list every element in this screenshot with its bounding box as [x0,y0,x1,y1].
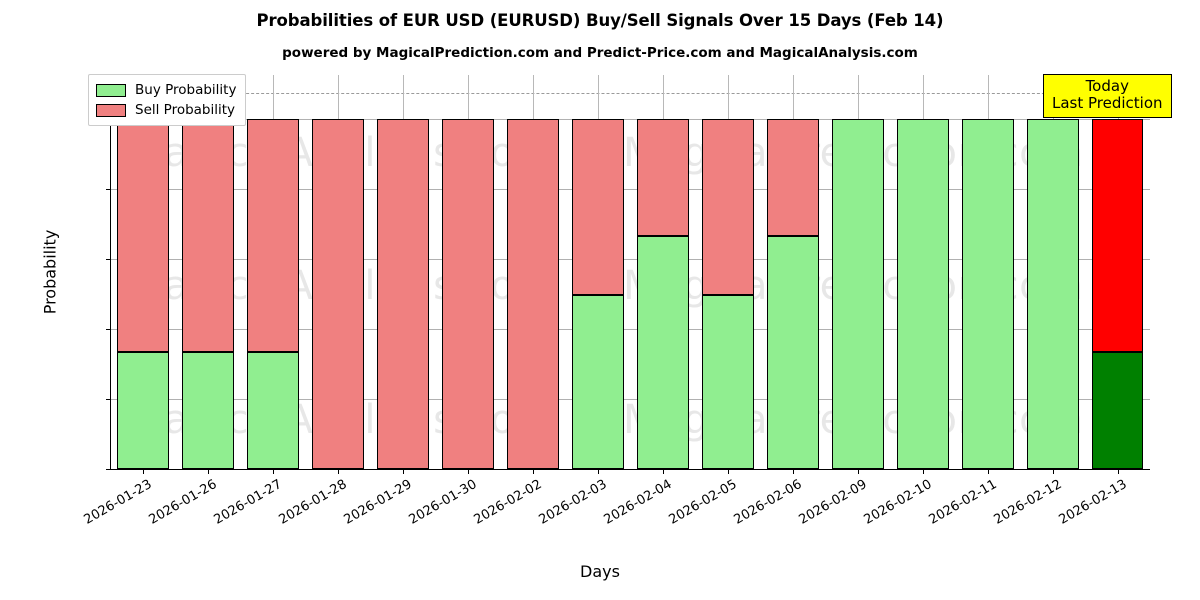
bar-column[interactable] [572,75,624,469]
bar-segment-buy[interactable] [961,118,1014,469]
legend-item-buy: Buy Probability [96,80,236,100]
bar-segment-sell[interactable] [442,118,495,469]
x-tick-mark [792,469,794,474]
chart-legend: Buy Probability Sell Probability [88,74,247,126]
bar-column[interactable] [1026,75,1079,469]
x-tick-mark [338,469,340,474]
x-tick-mark [208,469,210,474]
x-tick-mark [922,469,924,474]
x-tick-mark [273,469,275,474]
bar-column[interactable] [1091,75,1144,469]
bar-column[interactable] [961,75,1014,469]
bar-segment-sell[interactable] [247,118,300,353]
y-gridline [111,398,1150,400]
y-axis-label: Probability [40,229,60,315]
chart-subtitle: powered by MagicalPrediction.com and Pre… [282,45,918,61]
x-tick-mark [662,469,664,474]
bar-segment-sell[interactable] [312,118,365,469]
today-annotation: Today Last Prediction [1043,74,1172,118]
legend-item-sell: Sell Probability [96,100,236,120]
bar-segment-sell[interactable] [701,118,754,295]
today-annotation-line1: Today [1085,77,1129,95]
y-tick-mark [106,258,111,260]
bar-segment-buy[interactable] [896,118,949,469]
y-gridline [111,328,1150,330]
plot-area: Probability MagicalAnalysis.comMagicalAn… [41,75,1150,528]
bar-segment-sell[interactable] [117,118,170,353]
legend-swatch-sell [96,103,126,117]
x-tick-mark [987,469,989,474]
bar-segment-buy[interactable] [766,235,819,469]
today-annotation-line2: Last Prediction [1052,93,1163,112]
chart-title: Probabilities of EUR USD (EURUSD) Buy/Se… [256,11,944,30]
bar-column[interactable] [312,75,365,469]
bar-column[interactable] [896,75,949,469]
y-tick-mark [106,328,111,330]
bar-segment-buy[interactable] [182,352,235,469]
bar-column[interactable] [507,75,560,469]
y-tick-mark [106,188,111,190]
y-tick-mark [106,469,111,470]
bar-segment-buy[interactable] [636,235,689,469]
bar-segment-buy[interactable] [701,294,754,469]
legend-label-sell: Sell Probability [135,102,236,118]
x-tick-mark [727,469,729,474]
bar-column[interactable] [701,75,754,469]
bar-segment-sell[interactable] [636,118,689,236]
bar-column[interactable] [831,75,884,469]
x-tick-mark [403,469,405,474]
bar-segment-buy[interactable] [831,118,884,469]
x-tick-mark [1052,469,1054,474]
bar-column[interactable] [636,75,689,469]
bar-column[interactable] [442,75,495,469]
x-tick-mark [533,469,535,474]
bar-column[interactable] [117,75,170,469]
y-tick-mark [106,398,111,400]
y-gridline [111,118,1150,120]
bar-segment-sell[interactable] [377,118,430,469]
bar-segment-sell[interactable] [182,118,235,353]
bar-segment-buy[interactable] [1026,118,1079,469]
bar-segment-buy[interactable] [1091,352,1144,469]
bar-segment-buy[interactable] [247,352,300,469]
bar-column[interactable] [247,75,300,469]
y-gridline-dashed [111,92,1150,94]
bar-segment-sell[interactable] [1091,118,1144,353]
bar-column[interactable] [182,75,235,469]
x-tick-mark [598,469,600,474]
bar-column[interactable] [766,75,819,469]
plot-inner: MagicalAnalysis.comMagicalAnalysis.comMa… [111,75,1150,469]
x-axis-label: Days [580,562,620,581]
x-tick-mark [857,469,859,474]
legend-swatch-buy [96,83,126,97]
bar-segment-sell[interactable] [766,118,819,236]
bar-column[interactable] [377,75,430,469]
bar-segment-buy[interactable] [572,294,624,469]
bar-segment-buy[interactable] [117,352,170,469]
y-gridline [111,188,1150,190]
x-tick-mark [468,469,470,474]
x-tick-mark [1117,469,1119,474]
y-gridline [111,258,1150,260]
x-tick-mark [143,469,145,474]
legend-label-buy: Buy Probability [135,82,237,98]
bar-segment-sell[interactable] [572,118,624,295]
bar-segment-sell[interactable] [507,118,560,469]
